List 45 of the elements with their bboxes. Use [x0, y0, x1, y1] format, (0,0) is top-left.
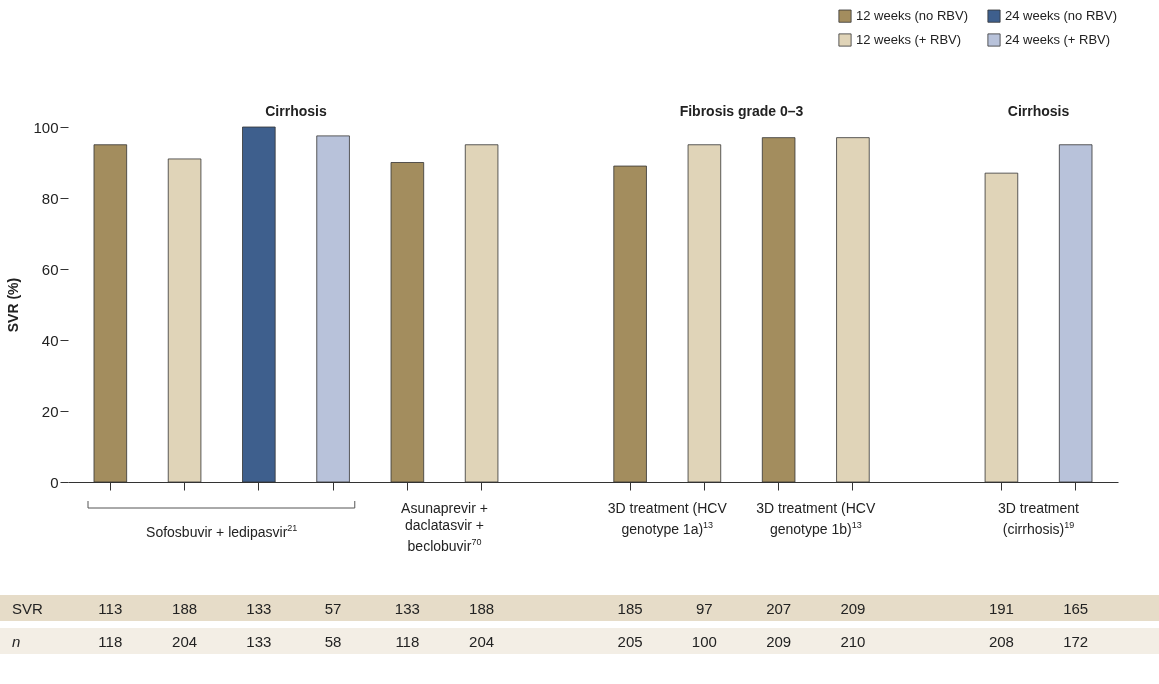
text: 3D treatment (cirrhosis)$^{19}$	[997, 500, 1080, 538]
y-tick-label: 60	[41, 260, 59, 278]
legend-label: 12 weeks (+ RBV)	[856, 32, 962, 47]
text: 188	[469, 600, 495, 617]
text: 208	[988, 633, 1014, 650]
text: 133	[246, 633, 272, 650]
text: 209	[840, 600, 866, 617]
text: 205	[617, 633, 643, 650]
legend-label: 24 weeks (+ RBV)	[1005, 32, 1111, 47]
text: 118	[395, 633, 420, 650]
text: Asunaprevir + daclatasvir + beclobuvir$^{70}$	[400, 500, 489, 555]
text: 118	[98, 633, 123, 650]
text: 209	[766, 633, 792, 650]
text: Cirrhosis	[265, 103, 327, 120]
text: 191	[988, 600, 1014, 617]
text: 188	[172, 600, 198, 617]
text: Sofosbuvir + ledipasvir$^{21}$	[145, 522, 299, 541]
text: 172	[1063, 633, 1089, 650]
text: 58	[324, 633, 342, 650]
legend-label: 12 weeks (no RBV)	[856, 8, 968, 24]
text: 207	[766, 600, 792, 617]
text: 185	[617, 600, 643, 617]
text: 97	[696, 600, 713, 617]
legend-label: 24 weeks (no RBV)	[1005, 8, 1117, 24]
y-tick-label: 20	[41, 402, 59, 420]
text: 57	[324, 600, 342, 617]
text: 133	[394, 600, 420, 617]
text: Fibrosis grade 0–3	[679, 103, 804, 120]
text: 3D treatment (HCV genotype 1a)$^{13}$	[606, 500, 728, 538]
text: Cirrhosis	[1007, 103, 1070, 120]
y-tick-label: 0	[50, 473, 59, 491]
text: 3D treatment (HCV genotype 1b)$^{13}$	[755, 500, 877, 538]
y-tick-label: 80	[41, 189, 59, 207]
text: SVR	[12, 600, 43, 617]
y-tick-label: 40	[41, 331, 59, 349]
text: 204	[172, 633, 198, 650]
text: 133	[246, 600, 272, 617]
text: n	[12, 633, 21, 650]
text: 210	[840, 633, 866, 650]
y-tick-label: 100	[33, 118, 59, 136]
y-axis-title: SVR (%)	[5, 277, 22, 333]
text: 165	[1063, 600, 1089, 617]
text: 100	[691, 633, 717, 650]
text: 204	[469, 633, 495, 650]
text: 113	[98, 600, 123, 617]
